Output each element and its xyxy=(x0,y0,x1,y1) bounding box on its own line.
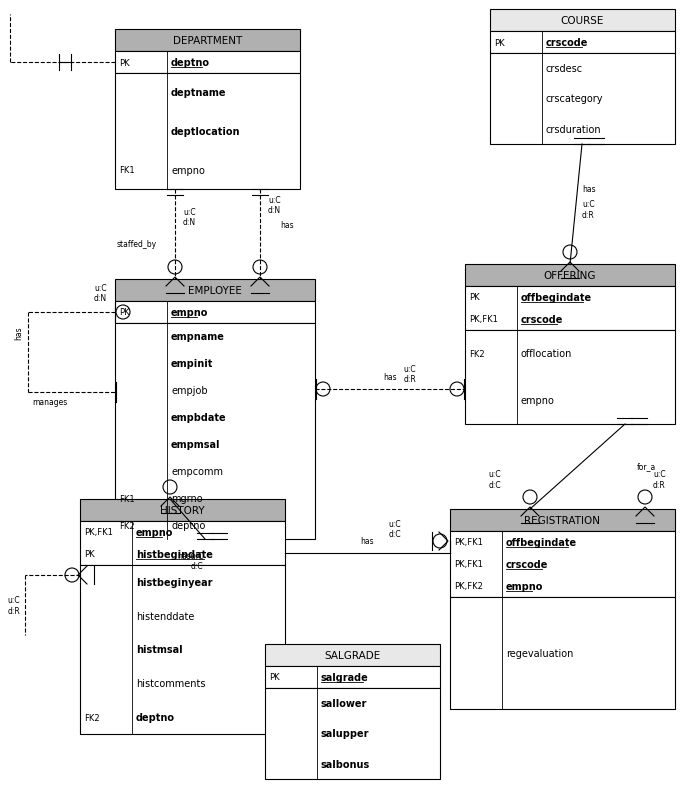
Text: mgrno: mgrno xyxy=(171,494,203,504)
Bar xyxy=(465,330,675,424)
Text: OFFERING: OFFERING xyxy=(544,270,596,281)
Text: empno: empno xyxy=(506,581,543,591)
Text: u:C
d:R: u:C d:R xyxy=(653,470,666,489)
Bar xyxy=(115,74,300,190)
Text: offlocation: offlocation xyxy=(521,349,573,359)
Text: for_a: for_a xyxy=(637,462,656,471)
Text: u:C
d:R: u:C d:R xyxy=(582,200,595,220)
Text: empinit: empinit xyxy=(171,359,213,369)
Text: PK,FK1: PK,FK1 xyxy=(454,538,483,547)
Bar xyxy=(265,688,440,779)
Text: PK: PK xyxy=(119,59,130,67)
Text: crscode: crscode xyxy=(546,38,589,48)
Text: u:C
d:N: u:C d:N xyxy=(94,283,107,302)
Text: deptname: deptname xyxy=(171,88,226,98)
Bar xyxy=(115,323,315,539)
Text: deptlocation: deptlocation xyxy=(171,127,241,137)
Text: d:C: d:C xyxy=(190,561,203,570)
Bar xyxy=(450,597,675,709)
Text: PK: PK xyxy=(119,308,130,317)
Bar xyxy=(80,500,285,521)
Text: COURSE: COURSE xyxy=(561,16,604,26)
Text: crsdesc: crsdesc xyxy=(546,64,583,74)
Bar xyxy=(490,54,675,145)
Text: empno: empno xyxy=(521,396,555,406)
Text: EMPLOYEE: EMPLOYEE xyxy=(188,286,242,296)
Bar xyxy=(465,265,675,286)
Text: empname: empname xyxy=(171,332,225,342)
Bar xyxy=(80,565,285,734)
Text: empcomm: empcomm xyxy=(171,467,223,477)
Text: salgrade: salgrade xyxy=(321,672,368,683)
Text: deptno: deptno xyxy=(136,712,175,722)
Text: histbeginyear: histbeginyear xyxy=(136,577,213,587)
Text: PK: PK xyxy=(84,550,95,559)
Text: offbegindate: offbegindate xyxy=(521,293,592,302)
Text: empjob: empjob xyxy=(171,386,208,396)
Bar xyxy=(115,302,315,323)
Text: PK: PK xyxy=(494,38,504,47)
Text: staffed_by: staffed_by xyxy=(117,240,157,249)
Text: PK,FK2: PK,FK2 xyxy=(454,581,483,591)
Text: empno: empno xyxy=(171,308,208,318)
Text: has: has xyxy=(582,185,595,194)
Bar xyxy=(115,30,300,52)
Text: u:C
d:N: u:C d:N xyxy=(183,208,196,227)
Text: u:C
d:R: u:C d:R xyxy=(404,365,416,384)
Text: HISTORY: HISTORY xyxy=(160,505,205,516)
Text: regevaluation: regevaluation xyxy=(506,648,573,658)
Text: empno: empno xyxy=(171,165,205,176)
Text: REGISTRATION: REGISTRATION xyxy=(524,516,600,525)
Text: FK2: FK2 xyxy=(469,350,484,358)
Text: empno: empno xyxy=(136,528,173,537)
Text: DEPARTMENT: DEPARTMENT xyxy=(173,36,242,46)
Text: has: has xyxy=(383,373,397,382)
Text: histenddate: histenddate xyxy=(136,611,195,621)
Text: deptno: deptno xyxy=(171,58,210,68)
Bar xyxy=(265,666,440,688)
Text: FK1: FK1 xyxy=(119,166,135,175)
Text: PK: PK xyxy=(469,294,480,302)
Text: has: has xyxy=(280,221,294,229)
Text: deptno: deptno xyxy=(171,520,206,531)
Text: u:C
d:C: u:C d:C xyxy=(489,470,502,489)
Text: SALGRADE: SALGRADE xyxy=(324,650,381,660)
Bar xyxy=(265,644,440,666)
Bar xyxy=(115,280,315,302)
Text: FK1: FK1 xyxy=(119,494,135,504)
Bar xyxy=(490,10,675,32)
Text: u:C
d:C: u:C d:C xyxy=(388,520,402,539)
Text: sallower: sallower xyxy=(321,699,367,708)
Bar xyxy=(450,509,675,532)
Bar xyxy=(450,532,675,597)
Bar xyxy=(115,52,300,74)
Text: empmsal: empmsal xyxy=(171,440,221,450)
Text: FK2: FK2 xyxy=(84,713,99,722)
Text: has: has xyxy=(361,537,374,545)
Text: PK,FK1: PK,FK1 xyxy=(84,528,113,537)
Text: PK: PK xyxy=(269,673,279,682)
Text: PK,FK1: PK,FK1 xyxy=(469,315,498,324)
Text: salupper: salupper xyxy=(321,728,370,739)
Bar xyxy=(80,521,285,565)
Text: FK2: FK2 xyxy=(119,521,135,530)
Text: histcomments: histcomments xyxy=(136,678,206,688)
Text: u:C
d:N: u:C d:N xyxy=(268,196,281,215)
Text: PK,FK1: PK,FK1 xyxy=(454,560,483,569)
Text: u:C
d:R: u:C d:R xyxy=(8,596,20,615)
Text: empbdate: empbdate xyxy=(171,413,226,423)
Text: manages: manages xyxy=(32,398,67,407)
Bar xyxy=(490,32,675,54)
Text: crsduration: crsduration xyxy=(546,124,602,135)
Text: crscategory: crscategory xyxy=(546,95,604,104)
Text: histbegindate: histbegindate xyxy=(136,549,213,559)
Text: salbonus: salbonus xyxy=(321,759,371,769)
Text: histmsal: histmsal xyxy=(136,645,183,654)
Text: offbegindate: offbegindate xyxy=(506,537,577,547)
Text: has: has xyxy=(14,326,23,339)
Text: crscode: crscode xyxy=(521,314,563,325)
Text: hasu:C: hasu:C xyxy=(177,551,203,561)
Bar xyxy=(465,286,675,330)
Text: crscode: crscode xyxy=(506,559,549,569)
